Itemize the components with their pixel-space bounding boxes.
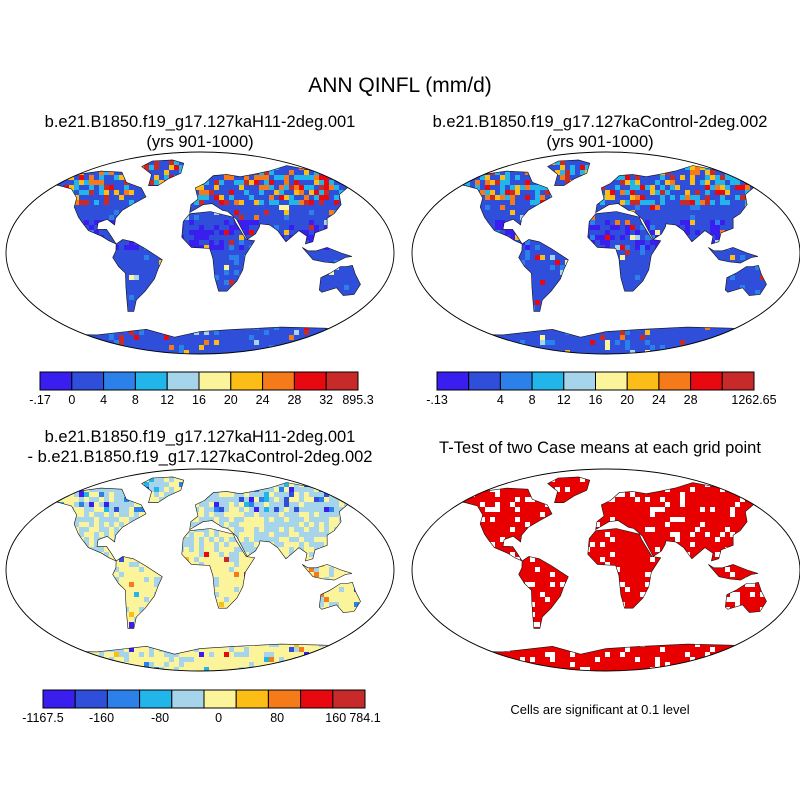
colorbar-cell [531,371,565,391]
colorbar-cell [563,371,597,391]
colorbar-cell [171,689,205,709]
colorbar-cell [658,371,692,391]
colorbar-cell [468,371,501,391]
land-antarctica [449,644,763,671]
main-title: ANN QINFL (mm/d) [308,74,492,97]
colorbar-tick-label: 784.1 [349,711,381,725]
panel-title-bottom-right: T-Test of two Case means at each grid po… [400,438,800,458]
panel-title-bottom-left: b.e21.B1850.f19_g17.127kaH11-2deg.001 - … [0,427,400,467]
colorbar-tick-label: 12 [556,393,571,407]
panel-title-line1: b.e21.B1850.f19_g17.127kaControl-2deg.00… [432,113,768,131]
colorbar-cell [595,371,628,391]
colorbar-cell [74,689,108,709]
colorbar-tick-label: 28 [287,393,302,407]
colorbar-tick-label: 16 [588,393,603,407]
colorbar-tick-label: 24 [255,393,270,407]
land-antarctica [43,644,357,671]
colorbar-top-left [39,371,359,391]
land-southAmerica [518,239,569,312]
map-panel-top-left [5,151,395,355]
colorbar-tick-label: 80 [270,711,285,725]
map-panel-bottom-right [411,468,800,672]
colorbar-tick-label: 28 [683,393,698,407]
colorbar-tick-label: -80 [151,711,170,725]
land-australia [319,265,361,296]
colorbar-cell [293,371,327,391]
colorbar-tick-label: -1167.5 [22,711,64,725]
panel-title-line2: (yrs 901-1000) [146,133,254,151]
colorbar-tick-label: -160 [89,711,115,725]
colorbar-tick-label: 0 [215,711,223,725]
panel-title-top-left: b.e21.B1850.f19_g17.127kaH11-2deg.001 (y… [0,112,400,152]
colorbar-tick-label: 4 [496,393,504,407]
colorbar-cell [42,689,76,709]
panel-title-line1: T-Test of two Case means at each grid po… [439,439,761,457]
colorbar-tick-label: 24 [651,393,666,407]
colorbar-cell [626,371,660,391]
colorbar-cell [721,371,755,391]
colorbar-cell [198,371,232,391]
panel-title-top-right: b.e21.B1850.f19_g17.127kaControl-2deg.00… [400,112,800,152]
colorbar-cell [235,689,269,709]
colorbar-tick-label: 12 [160,393,175,407]
colorbar-tick-label: 895.3 [342,393,374,407]
colorbar-tick-label: 8 [528,393,536,407]
land-australia [725,265,767,296]
colorbar-cell [134,371,168,391]
colorbar-cell [106,689,141,709]
colorbar-tick-label: 32 [319,393,334,407]
colorbar-tick-label: -.13 [426,393,448,407]
significance-note: Cells are significant at 0.1 level [510,702,690,717]
colorbar-cell [139,689,173,709]
colorbar-cell [436,371,470,391]
colorbar-cell [499,371,533,391]
land-indonesia [302,247,352,264]
panel-title-line1: b.e21.B1850.f19_g17.127kaH11-2deg.001 [44,113,356,131]
colorbar-tick-label: -.17 [29,393,51,407]
colorbar-cell [166,371,200,391]
colorbar-tick-label: 20 [620,393,635,407]
colorbar-cell [71,371,105,391]
colorbar-cell [39,371,73,391]
colorbar-cell [267,689,302,709]
colorbar-cell [325,371,359,391]
colorbar-cell [332,689,366,709]
panel-title-line1: b.e21.B1850.f19_g17.127kaH11-2deg.001 [44,428,356,446]
colorbar-cell [103,371,136,391]
map-panel-top-right [411,151,800,355]
colorbar-tick-label: 0 [68,393,76,407]
colorbar-cell [300,689,334,709]
panel-title-line2: (yrs 901-1000) [546,133,654,151]
panel-title-line2: - b.e21.B1850.f19_g17.127kaControl-2deg.… [27,448,373,466]
colorbar-cell [203,689,237,709]
colorbar-tick-label: 8 [131,393,139,407]
colorbar-tick-label: 1262.65 [731,393,777,407]
map-panel-bottom-left [5,468,395,672]
colorbar-top-right [436,371,755,391]
colorbar-tick-label: 4 [100,393,108,407]
colorbar-bottom-left [42,689,366,709]
colorbar-tick-label: 16 [192,393,206,407]
colorbar-tick-label: 20 [223,393,238,407]
colorbar-cell [690,371,723,391]
land-africa [587,528,661,609]
colorbar-cell [230,371,264,391]
colorbar-tick-label: 160 [325,711,347,725]
colorbar-cell [262,371,295,391]
